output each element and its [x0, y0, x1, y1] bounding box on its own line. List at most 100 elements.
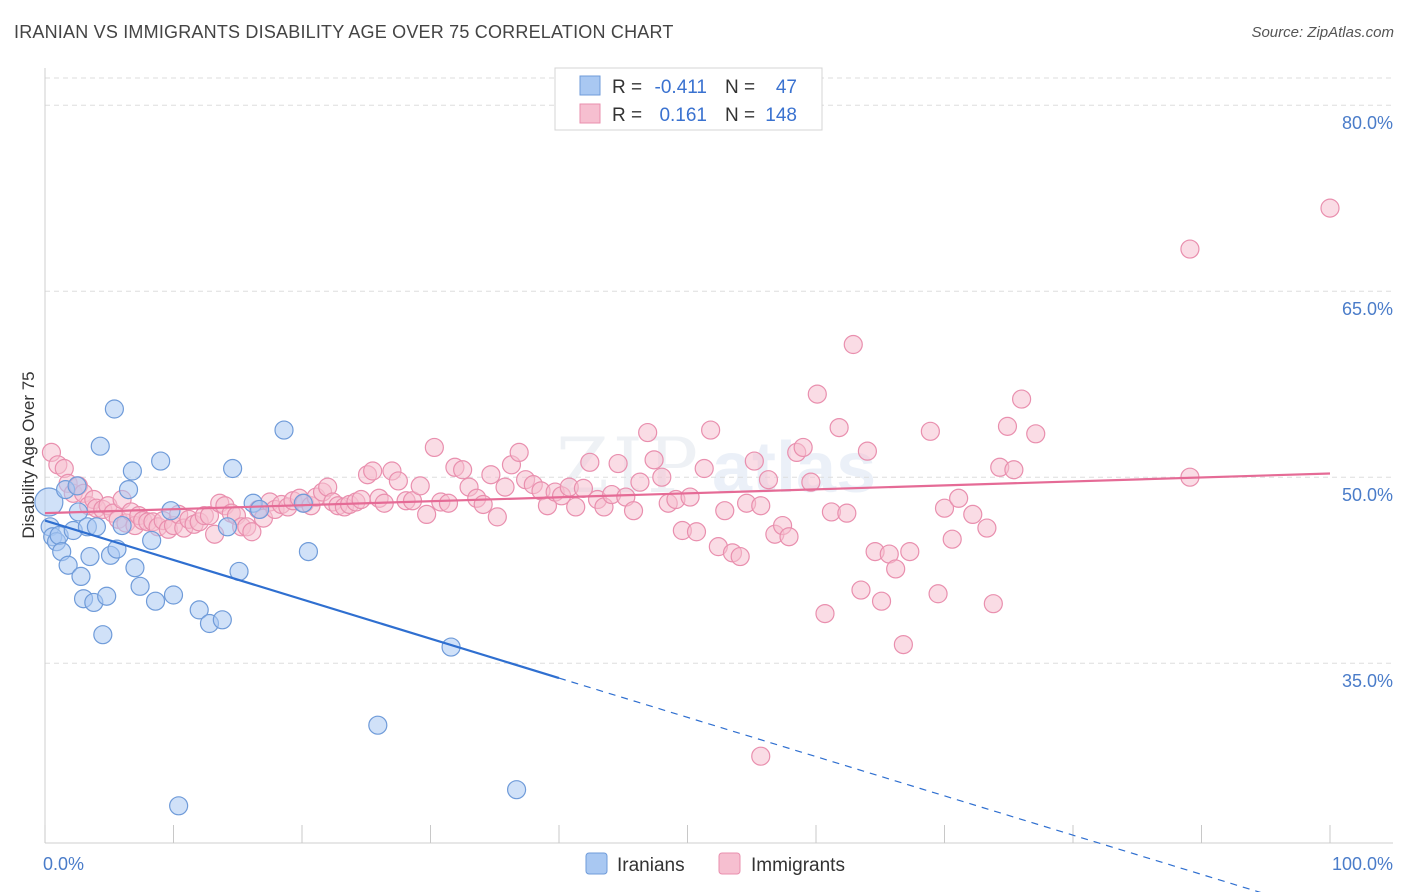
immigrants-point [807, 384, 827, 404]
immigrants-point [900, 541, 920, 562]
immigrants-point [801, 472, 821, 492]
immigrants-point [963, 504, 983, 525]
immigrants-point [487, 507, 507, 527]
iranians-point [249, 499, 270, 520]
immigrants-point [829, 418, 849, 438]
iranians-trend-extension [558, 677, 1262, 892]
y-tick-label: 80.0% [1342, 113, 1393, 133]
immigrants-point [481, 465, 501, 485]
immigrants-point [977, 518, 997, 538]
x-tick-label-max: 100.0% [1332, 854, 1393, 874]
y-tick-label: 35.0% [1342, 671, 1393, 691]
immigrants-point [623, 501, 644, 521]
immigrants-point [1004, 460, 1024, 480]
immigrants-point [694, 458, 714, 479]
y-tick-labels: 35.0% 50.0% 65.0% 80.0% [1342, 113, 1393, 691]
immigrants-point [793, 437, 813, 458]
immigrants-point [363, 461, 383, 481]
legend: R = -0.411 N = 47 R = 0.161 N = 148 [554, 67, 823, 131]
immigrants-point [686, 522, 707, 542]
immigrants-point [199, 506, 220, 526]
bottom-legend: Iranians Immigrants [585, 852, 845, 876]
immigrants-point [920, 421, 940, 441]
iranians-point [112, 515, 132, 536]
iranians-point [93, 625, 113, 645]
iranians-point [189, 600, 209, 620]
immigrants-point [509, 442, 529, 462]
iranians-point [274, 420, 294, 440]
immigrants-point [1320, 198, 1340, 218]
iranians-point [212, 610, 232, 630]
iranians-point [125, 558, 145, 578]
immigrants-point [495, 477, 515, 497]
immigrants-point [949, 488, 969, 508]
immigrants-point [837, 503, 857, 523]
immigrants-point [1026, 424, 1046, 444]
immigrants-point [417, 504, 437, 525]
iranians-point [506, 780, 527, 800]
bottom-legend-swatch-immigrants [718, 852, 741, 875]
iranians-point [67, 476, 87, 496]
immigrants-point [942, 529, 962, 549]
immigrants-point [453, 460, 473, 480]
immigrants-point [1011, 389, 1032, 409]
legend-n-value-2: 148 [765, 105, 797, 126]
immigrants-point [779, 527, 799, 547]
iranians-point [34, 487, 64, 517]
immigrants-point [680, 487, 700, 507]
data-points [34, 198, 1340, 816]
immigrants-point [730, 546, 750, 567]
legend-n-value-1: 47 [776, 77, 797, 98]
immigrants-point [851, 580, 871, 600]
immigrants-point [934, 498, 955, 518]
legend-r-value-1: -0.411 [655, 77, 707, 98]
immigrants-point [751, 496, 771, 516]
bottom-legend-swatch-iranians [585, 852, 608, 875]
iranians-point [223, 458, 243, 479]
x-tick-label-min: 0.0% [43, 854, 84, 874]
trend-lines [44, 472, 1331, 892]
y-axis-title: Disability Age Over 75 [19, 371, 38, 538]
iranians-point [217, 517, 238, 537]
immigrants-point [744, 451, 764, 471]
legend-n-label-2: N = [725, 105, 755, 126]
immigrants-point [886, 559, 906, 579]
iranians-point [142, 530, 162, 551]
iranians-point [368, 715, 388, 735]
immigrants-point [983, 594, 1003, 614]
immigrants-point [580, 452, 600, 472]
legend-r-label-1: R = [612, 77, 642, 98]
iranians-point [169, 796, 189, 816]
immigrants-point [652, 467, 672, 487]
iranians-point [58, 555, 78, 575]
immigrants-point [751, 746, 771, 766]
immigrants-point [566, 497, 586, 517]
y-tick-label: 65.0% [1342, 299, 1393, 319]
immigrants-point [893, 634, 913, 655]
legend-r-label-2: R = [612, 105, 642, 126]
iranians-point [151, 451, 171, 471]
iranians-point [130, 576, 150, 596]
iranians-point [161, 501, 181, 521]
iranians-point [298, 541, 319, 562]
immigrants-point [843, 334, 863, 355]
immigrants-point [997, 416, 1018, 436]
immigrants-point [857, 441, 878, 461]
svg-text:atlas: atlas [712, 428, 876, 508]
immigrants-point [758, 470, 779, 490]
y-tick-label: 50.0% [1342, 485, 1393, 505]
legend-swatch-iranians [579, 75, 601, 96]
immigrants-point [388, 471, 408, 491]
iranians-point [104, 399, 124, 419]
iranians-point [163, 585, 184, 605]
immigrants-point [1180, 239, 1200, 259]
iranians-point [90, 436, 110, 456]
immigrants-point [438, 493, 459, 513]
iranians-point [122, 461, 142, 481]
immigrants-point [242, 522, 262, 542]
iranians-trend-line [44, 519, 560, 680]
iranians-point [97, 586, 117, 606]
source-label: Source: ZipAtlas.com [1251, 24, 1394, 41]
chart-title: IRANIAN VS IMMIGRANTS DISABILITY AGE OVE… [14, 22, 674, 42]
